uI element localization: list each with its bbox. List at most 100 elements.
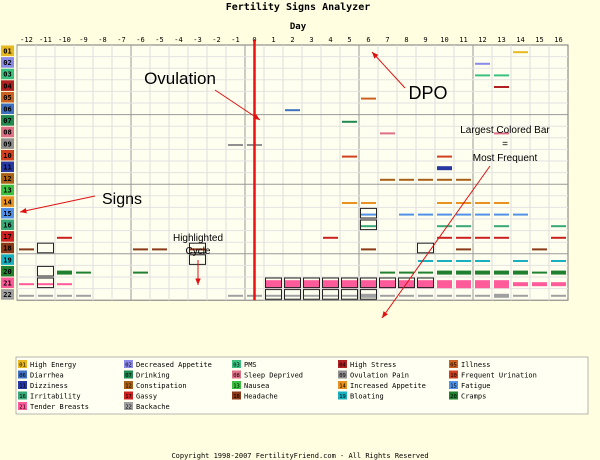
legend-code: 02 [125,363,132,369]
row-label: 04 [3,82,11,90]
sign-bar [342,201,357,204]
row-label-swatch [1,289,14,300]
row-label-swatch [1,173,14,184]
x-tick-label: -11 [39,36,52,44]
sign-bar [494,132,509,135]
legend-label: High Energy [30,361,76,369]
x-tick-label: 3 [309,36,313,44]
sign-bar [19,283,34,286]
sign-bar [494,85,509,88]
sign-bar [304,280,319,289]
sign-bar [437,201,452,204]
row-label: 01 [3,48,11,56]
sign-bar [57,283,72,286]
sign-bar [475,259,490,262]
sign-bar [513,294,528,297]
x-tick-label: -10 [58,36,71,44]
sign-bar [456,236,471,239]
sign-bar [342,155,357,158]
row-label-swatch [1,57,14,68]
x-tick-label: 14 [516,36,524,44]
sign-bar [133,248,148,251]
sign-bar [551,294,566,297]
row-label: 14 [3,198,11,206]
sign-bar [494,293,509,298]
sign-bar [418,280,433,289]
legend-code: 01 [19,363,26,369]
sign-bar [418,259,433,262]
legend-code: 03 [233,363,240,369]
x-tick-label: 12 [478,36,486,44]
legend-code: 19 [339,394,346,400]
legend-code: 08 [233,373,240,379]
legend-code: 10 [450,373,457,379]
highlight-box [341,277,358,289]
sign-bar [399,271,414,274]
copyright-text: Copyright 1998-2007 FertilityFriend.com … [171,452,428,460]
sign-bar [57,236,72,239]
highlight-box [360,207,377,219]
sign-bar [418,178,433,181]
legend-item: 16 Irritability [18,391,81,401]
row-label-swatch [1,265,14,277]
legend-code: 07 [125,373,132,379]
legend-swatch [18,402,27,410]
legend-label: Bloating [350,393,384,401]
legend-item: 10 Frequent Urination [449,370,537,380]
legend-code: 15 [450,384,457,390]
legend-item: 20 Cramps [449,391,486,401]
legend-item: 21 Tender Breasts [18,402,89,411]
row-label: 03 [3,71,11,79]
annotations: Ovulation DPO Signs Highlighted Cycle Largest… [19,51,550,319]
legend-code: 17 [125,394,132,400]
sign-bar [437,166,452,171]
x-tick-label: 11 [459,36,467,44]
legend-swatch [18,360,27,368]
row-label-swatch [1,115,14,126]
legend-item: 15 Fatigue [449,381,491,390]
sign-bar [475,62,490,65]
x-tick-label: 16 [554,36,562,44]
row-label: 07 [3,117,11,125]
legend-swatch [338,370,347,379]
x-tick-labels: -12-11-10-9-8-7-6-5-4-3-2-10123456789101… [20,36,563,44]
annotation-text: Signs [102,191,142,208]
x-tick-label: 5 [347,36,351,44]
sign-bar [361,213,376,216]
row-label-swatch [1,149,14,161]
highlight-box [417,277,434,289]
highlight-box [284,277,301,289]
row-label-swatch [1,138,14,149]
legend-code: 13 [233,384,240,390]
sign-bar [475,270,490,275]
legend-label: Drinking [136,372,170,380]
sign-bar [380,132,395,135]
legend-swatch [449,360,458,368]
legend-item: 06 Diarrhea [18,370,64,380]
sign-bar [532,248,547,251]
sign-bar [57,294,72,297]
sign-bar [494,236,509,239]
sign-bar [437,259,452,262]
highlight-box [322,277,339,289]
highlight-box [360,289,377,300]
sign-bar [285,109,300,112]
row-label: 10 [3,152,11,160]
sign-bar [513,270,528,275]
x-tick-label: -4 [174,36,182,44]
legend-item: 17 Gassy [124,391,157,401]
x-tick-label: 7 [385,36,389,44]
sign-bar [399,178,414,181]
legend-label: Gassy [136,393,157,401]
legend-code: 09 [339,373,346,379]
sign-bar [551,236,566,239]
legend-swatch [338,391,347,400]
sign-bar [228,143,243,146]
sign-bar [399,213,414,216]
x-tick-label: 15 [535,36,543,44]
annotation-text: Ovulation [144,69,216,88]
sign-bar [494,201,509,204]
annotation-arrow [195,260,201,285]
sign-bar [380,280,395,289]
x-tick-label: -8 [98,36,106,44]
